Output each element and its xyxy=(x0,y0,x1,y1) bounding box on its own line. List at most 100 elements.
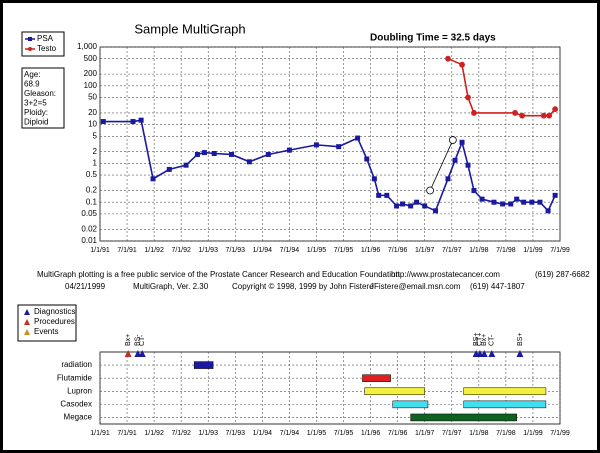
legend-marker xyxy=(28,37,32,41)
y-tick-label: 5 xyxy=(93,131,98,140)
point xyxy=(384,192,390,198)
point xyxy=(491,199,497,205)
point xyxy=(414,199,420,205)
point xyxy=(471,188,477,194)
point xyxy=(408,203,414,209)
legend-marker xyxy=(24,319,30,325)
point xyxy=(448,136,457,144)
x-tick-label: 7/1/92 xyxy=(171,430,191,437)
x-tick-label: 1/1/91 xyxy=(90,247,110,254)
x-tick-label: 7/1/98 xyxy=(496,247,516,254)
treatment-label: radiation xyxy=(61,360,92,369)
x-tick-label: 7/1/97 xyxy=(442,430,462,437)
footer-text: MultiGraph, Ver. 2.30 xyxy=(133,282,209,291)
event-label: CT- xyxy=(489,334,496,346)
y-tick-label: 0.05 xyxy=(81,209,97,218)
y-tick-label: 1,000 xyxy=(77,42,98,51)
treatment-bar xyxy=(193,361,214,369)
annotation: Doubling Time = 32.5 days xyxy=(370,33,496,44)
point xyxy=(514,196,520,202)
x-tick-label: 7/1/95 xyxy=(334,247,354,254)
x-tick-label: 7/1/94 xyxy=(280,247,300,254)
point xyxy=(265,151,271,157)
point xyxy=(545,208,551,214)
treatment-label: Lupron xyxy=(67,386,92,395)
x-tick-label: 7/1/95 xyxy=(334,430,354,437)
legend-marker xyxy=(24,329,30,335)
point xyxy=(426,186,435,195)
x-tick-label: 7/1/93 xyxy=(226,247,246,254)
treatment-bar xyxy=(463,400,547,409)
legend-label: Procedures xyxy=(34,317,75,326)
point xyxy=(201,150,207,156)
info-text: 68.9 xyxy=(24,80,40,89)
point xyxy=(286,147,292,153)
point xyxy=(433,208,439,214)
legend-marker xyxy=(28,47,32,51)
point xyxy=(552,106,559,113)
point xyxy=(130,119,136,125)
footer-text: Copyright © 1998, 1999 by John Fistere xyxy=(232,282,374,291)
y-tick-label: 100 xyxy=(84,81,98,90)
point xyxy=(552,192,558,198)
point xyxy=(364,156,370,162)
point xyxy=(194,151,200,157)
point xyxy=(445,55,451,62)
point xyxy=(355,135,361,141)
event-marker xyxy=(124,350,132,357)
x-tick-label: 1/1/99 xyxy=(523,247,543,254)
legend-marker xyxy=(24,309,30,315)
point xyxy=(400,201,406,207)
y-tick-label: 500 xyxy=(84,54,98,63)
y-tick-label: 0.5 xyxy=(86,170,98,179)
point xyxy=(150,176,156,182)
x-tick-label: 7/1/93 xyxy=(226,430,246,437)
x-tick-label: 1/1/96 xyxy=(361,430,381,437)
legend-box xyxy=(21,31,65,57)
point xyxy=(479,196,485,202)
x-tick-label: 1/1/96 xyxy=(361,247,381,254)
legend-label: Events xyxy=(34,327,58,336)
y-tick-label: 10 xyxy=(88,120,97,129)
x-tick-label: 7/1/96 xyxy=(388,247,408,254)
treatment-label: Casodex xyxy=(60,399,92,408)
point xyxy=(138,117,144,123)
x-tick-label: 7/1/91 xyxy=(117,247,137,254)
treatment-bar xyxy=(362,374,391,382)
point xyxy=(521,199,527,205)
x-tick-label: 7/1/98 xyxy=(496,430,516,437)
point xyxy=(394,203,400,209)
event-marker xyxy=(488,350,496,357)
y-tick-label: 2 xyxy=(93,147,98,156)
point xyxy=(336,144,342,150)
footer-text: MultiGraph plotting is a free public ser… xyxy=(37,270,400,279)
point xyxy=(519,112,526,119)
event-label: CT- xyxy=(139,334,146,346)
point xyxy=(529,199,535,205)
point xyxy=(459,139,465,145)
point xyxy=(371,176,377,182)
info-text: Gleason: xyxy=(24,89,56,98)
legend-label: Testo xyxy=(37,44,57,53)
x-tick-label: 1/1/91 xyxy=(90,430,110,437)
x-tick-label: 7/1/96 xyxy=(388,430,408,437)
y-tick-label: 1 xyxy=(93,159,98,168)
x-tick-label: 1/1/98 xyxy=(469,247,489,254)
y-tick-label: 200 xyxy=(84,69,98,78)
point xyxy=(313,142,319,148)
y-tick-label: 0.2 xyxy=(86,186,98,195)
point xyxy=(512,110,518,116)
point xyxy=(376,192,382,198)
x-tick-label: 1/1/95 xyxy=(307,247,327,254)
x-tick-label: 1/1/93 xyxy=(199,247,219,254)
treatment-label: Megace xyxy=(64,413,93,422)
point xyxy=(166,166,172,172)
x-tick-label: 1/1/97 xyxy=(415,247,435,254)
chart-title: Sample MultiGraph xyxy=(134,21,245,36)
point xyxy=(465,94,471,101)
treatment-bar xyxy=(392,400,429,409)
event-marker xyxy=(516,350,524,357)
x-tick-label: 7/1/94 xyxy=(280,430,300,437)
event-marker xyxy=(138,350,146,357)
